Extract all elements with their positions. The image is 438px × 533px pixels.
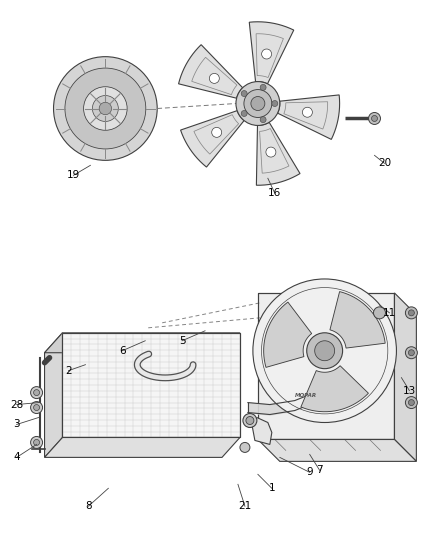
Circle shape <box>243 414 257 427</box>
Text: 2: 2 <box>65 366 72 376</box>
Circle shape <box>241 110 247 117</box>
Text: 13: 13 <box>403 385 416 395</box>
Circle shape <box>253 279 396 423</box>
Circle shape <box>272 101 278 107</box>
Circle shape <box>406 347 417 359</box>
Circle shape <box>408 350 414 356</box>
Polygon shape <box>180 111 244 167</box>
Circle shape <box>266 147 276 157</box>
Polygon shape <box>249 22 294 84</box>
Circle shape <box>212 127 222 138</box>
Polygon shape <box>45 333 63 457</box>
Circle shape <box>260 84 266 91</box>
Circle shape <box>241 91 247 96</box>
Circle shape <box>244 90 272 117</box>
Circle shape <box>374 307 385 319</box>
Circle shape <box>236 82 280 125</box>
Circle shape <box>408 400 414 406</box>
Circle shape <box>371 116 378 122</box>
Circle shape <box>65 68 146 149</box>
Circle shape <box>406 397 417 409</box>
Text: 3: 3 <box>13 419 20 430</box>
Circle shape <box>84 87 127 130</box>
Text: 7: 7 <box>316 465 323 475</box>
Text: 20: 20 <box>378 158 391 168</box>
Text: 5: 5 <box>179 336 185 346</box>
Circle shape <box>251 96 265 110</box>
Polygon shape <box>301 366 368 411</box>
Text: MOPAR: MOPAR <box>295 393 317 398</box>
Polygon shape <box>256 122 300 185</box>
Circle shape <box>307 333 343 369</box>
Circle shape <box>34 405 39 410</box>
Circle shape <box>240 442 250 453</box>
Polygon shape <box>395 293 417 462</box>
Polygon shape <box>179 45 243 98</box>
Text: 28: 28 <box>10 400 23 409</box>
Polygon shape <box>330 292 385 348</box>
Circle shape <box>34 439 39 446</box>
Text: 21: 21 <box>238 501 251 511</box>
Circle shape <box>31 386 42 399</box>
Circle shape <box>408 310 414 316</box>
Circle shape <box>368 112 381 124</box>
Circle shape <box>31 401 42 414</box>
Text: 6: 6 <box>119 346 126 356</box>
Text: 1: 1 <box>268 483 275 494</box>
Circle shape <box>99 102 112 115</box>
Circle shape <box>406 307 417 319</box>
Text: 4: 4 <box>13 453 20 463</box>
Text: 9: 9 <box>307 467 313 478</box>
Circle shape <box>246 416 254 424</box>
Text: 19: 19 <box>67 170 80 180</box>
Circle shape <box>53 56 157 160</box>
Polygon shape <box>258 439 417 462</box>
Text: 8: 8 <box>85 501 92 511</box>
Polygon shape <box>252 417 272 445</box>
Circle shape <box>31 437 42 448</box>
Circle shape <box>260 117 266 123</box>
Polygon shape <box>63 333 240 438</box>
Polygon shape <box>258 293 395 439</box>
Polygon shape <box>278 95 339 140</box>
Polygon shape <box>45 438 240 457</box>
Polygon shape <box>45 333 240 353</box>
Circle shape <box>209 74 219 83</box>
Circle shape <box>302 107 312 117</box>
Circle shape <box>34 390 39 395</box>
Text: 11: 11 <box>383 308 396 318</box>
Polygon shape <box>264 302 312 367</box>
Circle shape <box>92 95 118 122</box>
Circle shape <box>314 341 335 361</box>
Circle shape <box>261 49 272 59</box>
Text: 16: 16 <box>268 188 282 198</box>
